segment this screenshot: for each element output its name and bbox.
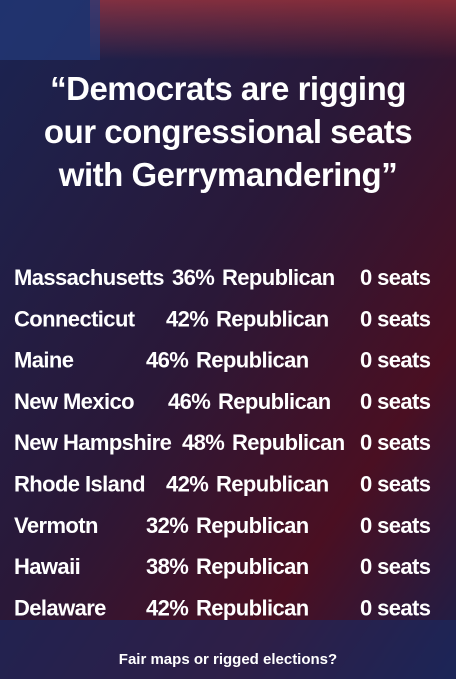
seats: 0 seats <box>360 306 431 331</box>
party: Republican <box>232 430 345 455</box>
state: New Mexico <box>14 389 134 414</box>
percent: 46% <box>168 389 210 414</box>
party: Republican <box>196 595 309 620</box>
percent: 42% <box>146 595 188 620</box>
party: Republican <box>196 554 309 579</box>
party: Republican <box>222 265 335 290</box>
percent: 48% <box>182 430 224 455</box>
percent: 32% <box>146 513 188 538</box>
seats: 0 seats <box>360 513 431 538</box>
seats: 0 seats <box>360 595 431 620</box>
title: “Democrats are rigging our congressional… <box>44 70 413 193</box>
seats: 0 seats <box>360 554 431 579</box>
percent: 42% <box>166 472 208 497</box>
state: Massachusetts <box>14 265 164 290</box>
percent: 38% <box>146 554 188 579</box>
party: Republican <box>216 472 329 497</box>
state: Connecticut <box>14 306 136 331</box>
percent: 42% <box>166 306 208 331</box>
state: Delaware <box>14 595 106 620</box>
party: Republican <box>216 306 329 331</box>
percent: 36% <box>172 265 214 290</box>
seats: 0 seats <box>360 265 431 290</box>
seats: 0 seats <box>360 389 431 414</box>
state: Rhode Island <box>14 472 145 497</box>
flag-bottom <box>0 620 456 679</box>
percent: 46% <box>146 348 188 373</box>
state: Maine <box>14 348 74 373</box>
party: Republican <box>196 348 309 373</box>
party: Republican <box>196 513 309 538</box>
flag-canton <box>0 0 100 60</box>
title-line: with Gerrymandering” <box>58 156 397 193</box>
party: Republican <box>218 389 331 414</box>
state: Vermotn <box>14 513 98 538</box>
flag-stripes <box>90 0 456 60</box>
title-line: “Democrats are rigging <box>50 70 406 107</box>
seats: 0 seats <box>360 472 431 497</box>
seats: 0 seats <box>360 430 431 455</box>
seats: 0 seats <box>360 348 431 373</box>
state: New Hampshire <box>14 430 172 455</box>
title-line: our congressional seats <box>44 113 412 150</box>
table: Massachusetts 36% Republican 0 seatsConnect… <box>14 265 431 620</box>
state: Hawaii <box>14 554 80 579</box>
footer: Fair maps or rigged elections? <box>119 651 337 668</box>
